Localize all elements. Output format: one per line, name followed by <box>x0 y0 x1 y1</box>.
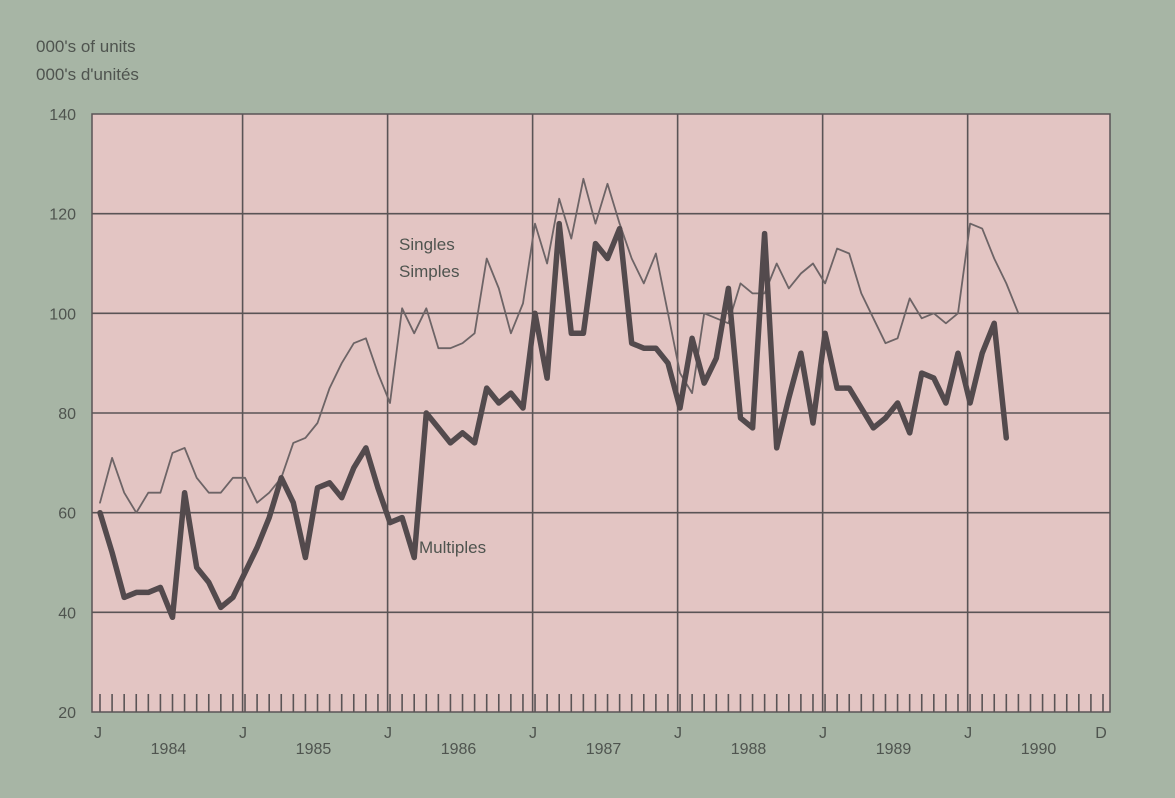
annotation-simples: Simples <box>399 262 459 281</box>
y-axis-label-fr: 000's d'unités <box>36 65 139 84</box>
x-month-marker: D <box>1095 725 1107 742</box>
series-line-singles <box>99 177 1020 514</box>
x-month-marker: J <box>529 725 537 742</box>
x-month-marker: J <box>674 725 682 742</box>
y-tick-label: 80 <box>58 406 76 423</box>
gridlines <box>92 212 1110 614</box>
y-tick-label: 140 <box>49 107 76 124</box>
y-tick-labels: 20 40 60 80 100 120 140 <box>49 107 76 722</box>
y-tick-label: 120 <box>49 207 76 224</box>
series-line-multiples <box>97 220 1010 621</box>
y-tick-label: 100 <box>49 306 76 323</box>
x-year-label: 1990 <box>1021 741 1057 758</box>
y-axis-label-en: 000's of units <box>36 37 136 56</box>
series-layer <box>97 177 1020 621</box>
x-month-marker: J <box>819 725 827 742</box>
x-month-marker: J <box>239 725 247 742</box>
annotations: Singles Simples Multiples <box>399 235 486 557</box>
x-year-label: 1989 <box>876 741 912 758</box>
y-tick-label: 60 <box>58 506 76 523</box>
y-tick-label: 20 <box>58 705 76 722</box>
year-dividers <box>241 114 969 712</box>
annotation-multiples: Multiples <box>419 538 486 557</box>
x-year-label: 1984 <box>151 741 187 758</box>
x-year-label: 1986 <box>441 741 477 758</box>
annotation-singles: Singles <box>399 235 455 254</box>
month-ticks <box>99 694 1104 712</box>
x-month-marker: J <box>384 725 392 742</box>
y-axis-label: 000's of units 000's d'unités <box>36 37 139 84</box>
x-year-label: 1988 <box>731 741 767 758</box>
x-month-marker: J <box>94 725 102 742</box>
x-year-label: 1985 <box>296 741 332 758</box>
x-year-label: 1987 <box>586 741 622 758</box>
x-month-marker: J <box>964 725 972 742</box>
x-year-labels: 1984 1985 1986 1987 1988 1989 1990 <box>151 741 1057 758</box>
y-tick-label: 40 <box>58 605 76 622</box>
